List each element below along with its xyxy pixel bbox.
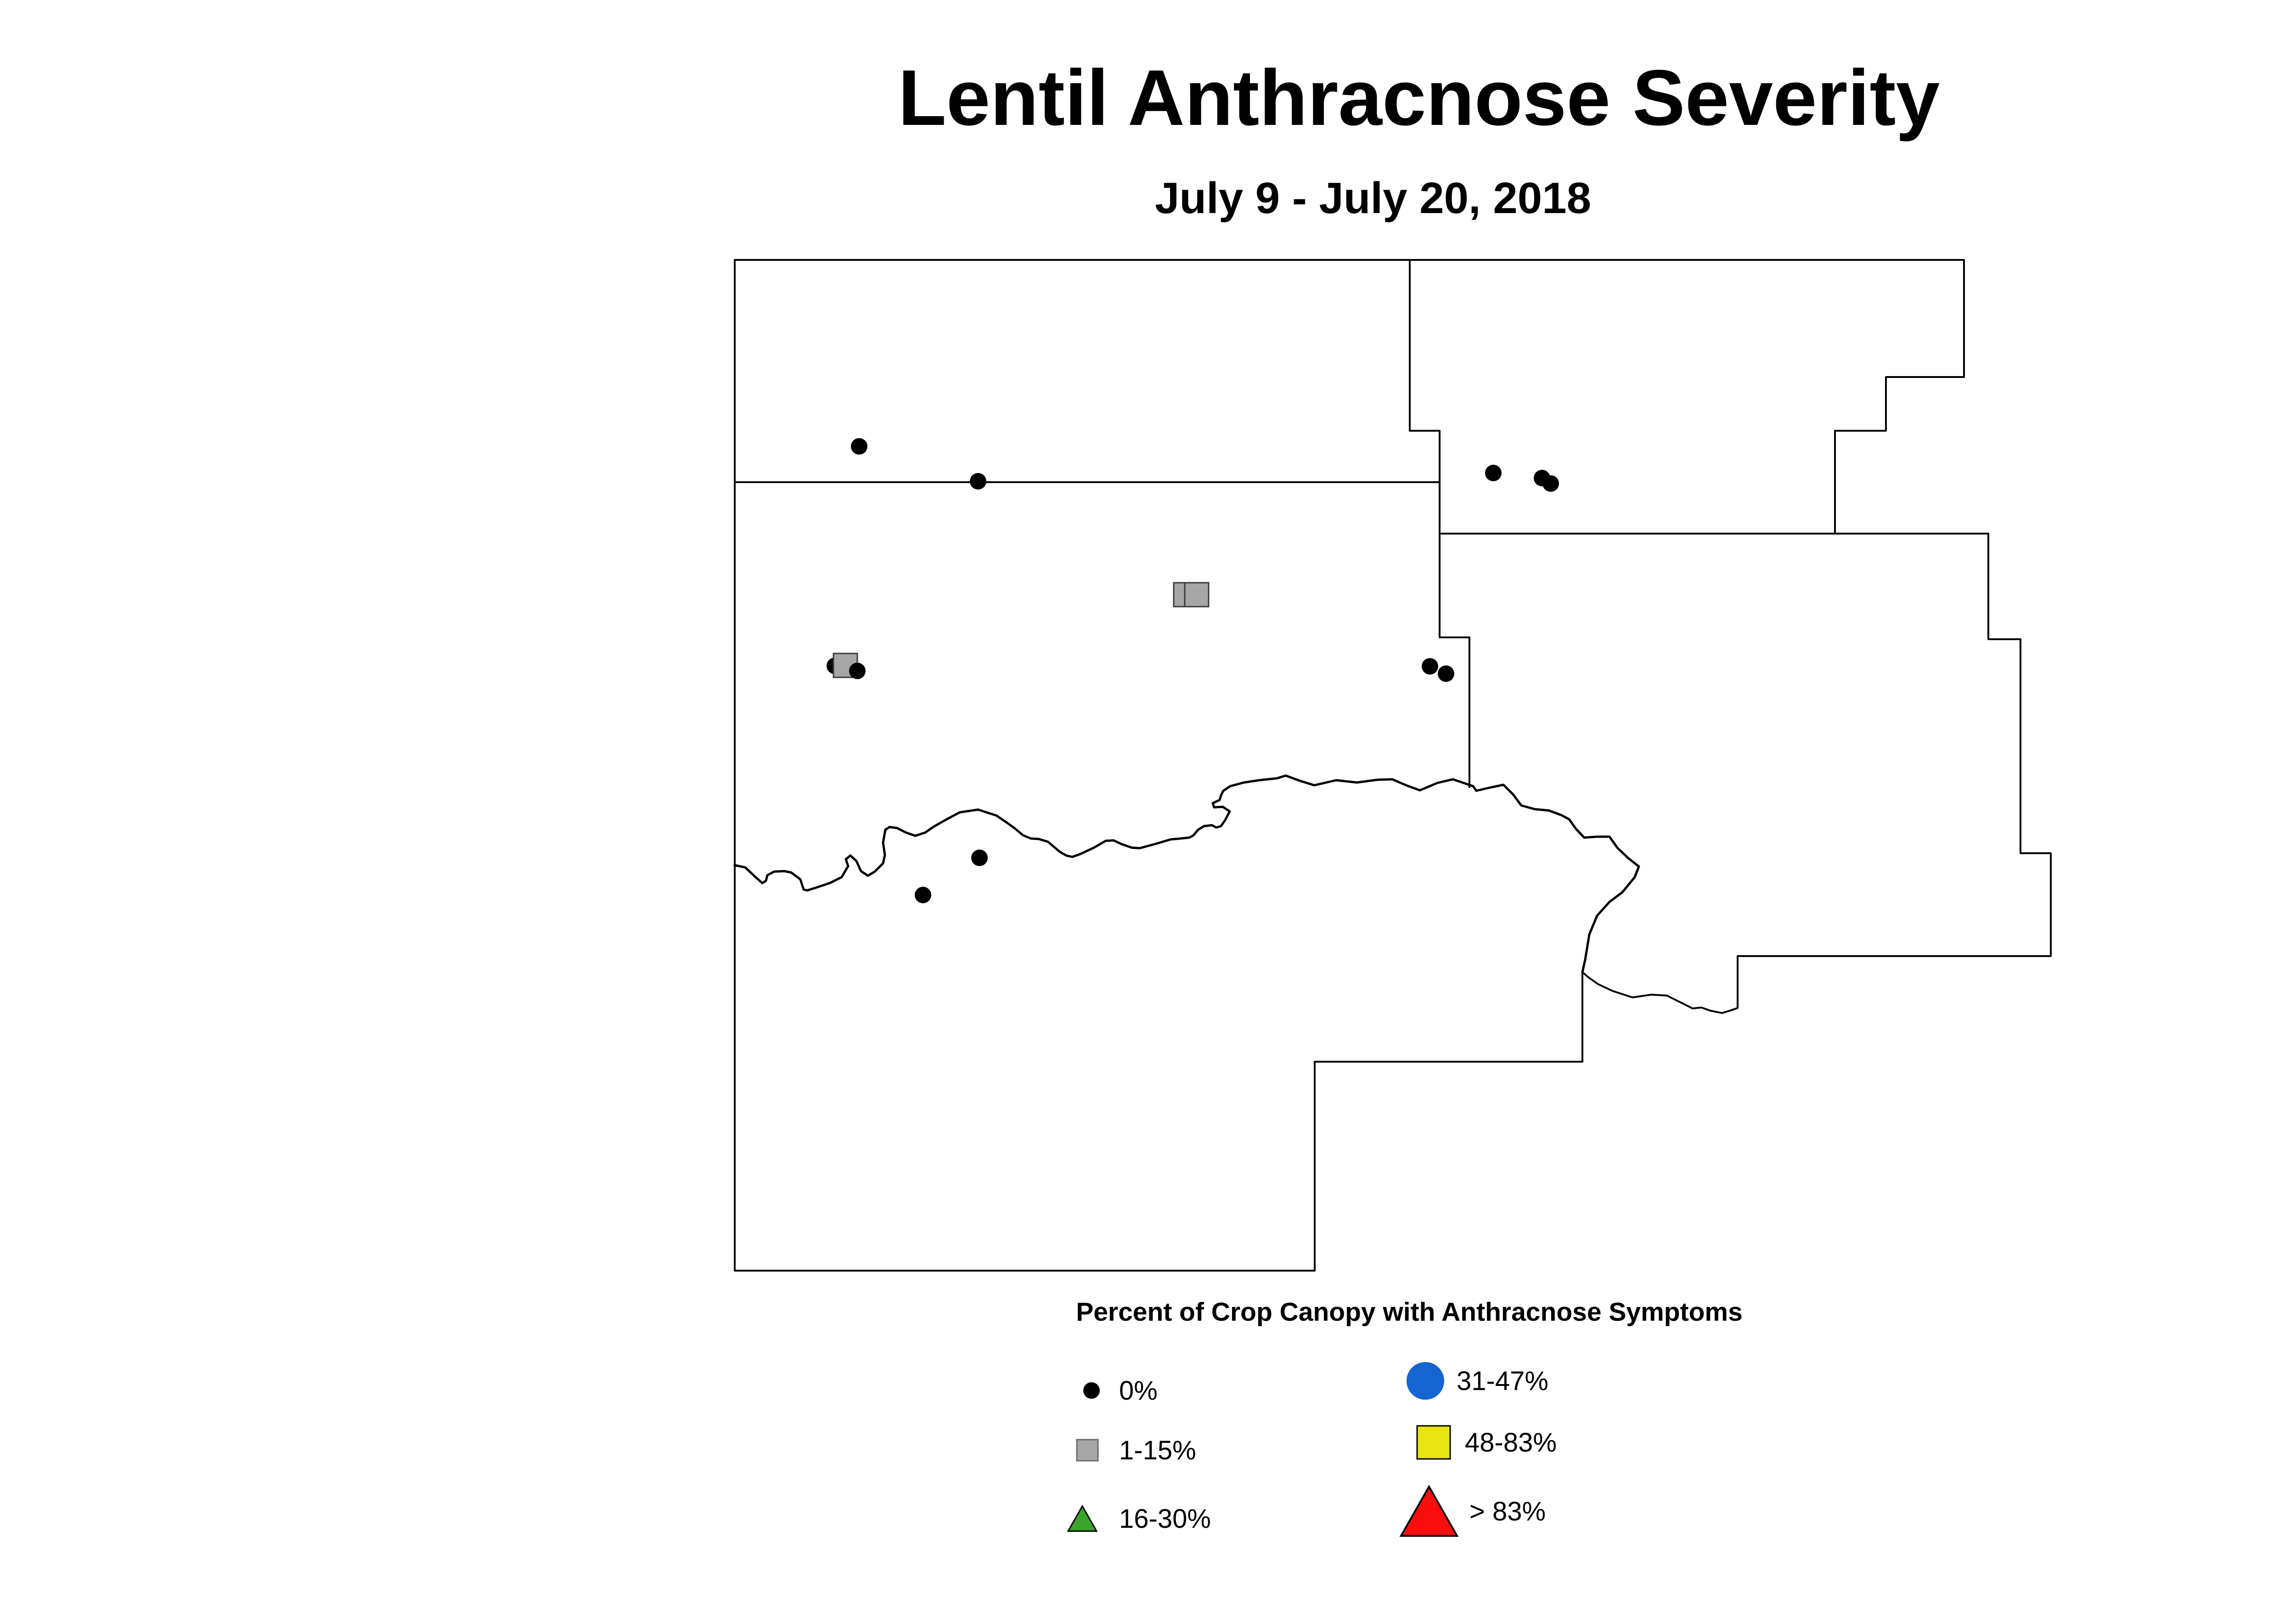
map-point-dot-0pct	[849, 663, 866, 679]
legend-symbol-triangle-6	[1399, 1485, 1459, 1537]
map-point-dot-0pct	[971, 850, 988, 866]
legend-label-16-30pct: 16-30%	[1119, 1504, 1211, 1534]
county-boundaries-group	[733, 259, 2052, 1272]
legend-label-0pct: 0%	[1119, 1376, 1158, 1406]
map-point-dot-0pct	[851, 438, 867, 455]
legend-symbol-dot-1	[1083, 1382, 1100, 1399]
map-point-dot-0pct	[970, 473, 986, 490]
map-data-points-group	[827, 438, 1559, 903]
page-subtitle: July 9 - July 20, 2018	[1155, 174, 1591, 223]
map-point-dot-0pct	[1485, 465, 1502, 481]
map-point-dot-0pct	[1438, 665, 1454, 682]
river-lake-shoreline	[733, 774, 1640, 974]
legend-symbols-group	[1067, 1362, 1459, 1537]
map-point-square-1-15pct	[1184, 582, 1210, 608]
legend-label-gt83pct: > 83%	[1469, 1497, 1546, 1526]
legend-symbol-square-2	[1076, 1439, 1099, 1462]
map-point-dot-0pct	[915, 887, 931, 903]
page-title: Lentil Anthracnose Severity	[898, 54, 1940, 142]
map-point-dot-0pct	[1542, 475, 1559, 492]
legend-label-1-15pct: 1-15%	[1119, 1435, 1196, 1465]
outer-county-boundary	[734, 259, 2052, 1272]
legend-label-31-47pct: 31-47%	[1457, 1366, 1548, 1396]
legend-title: Percent of Crop Canopy with Anthracnose …	[1076, 1297, 1743, 1327]
legend-symbol-square-5	[1416, 1425, 1451, 1460]
map-point-dot-0pct	[1422, 658, 1438, 675]
legend-label-48-83pct: 48-83%	[1465, 1428, 1557, 1458]
legend-symbol-circle-4	[1407, 1362, 1444, 1400]
legend-symbol-triangle-3	[1067, 1504, 1098, 1532]
county-line-vertical-chain	[1409, 259, 1470, 788]
